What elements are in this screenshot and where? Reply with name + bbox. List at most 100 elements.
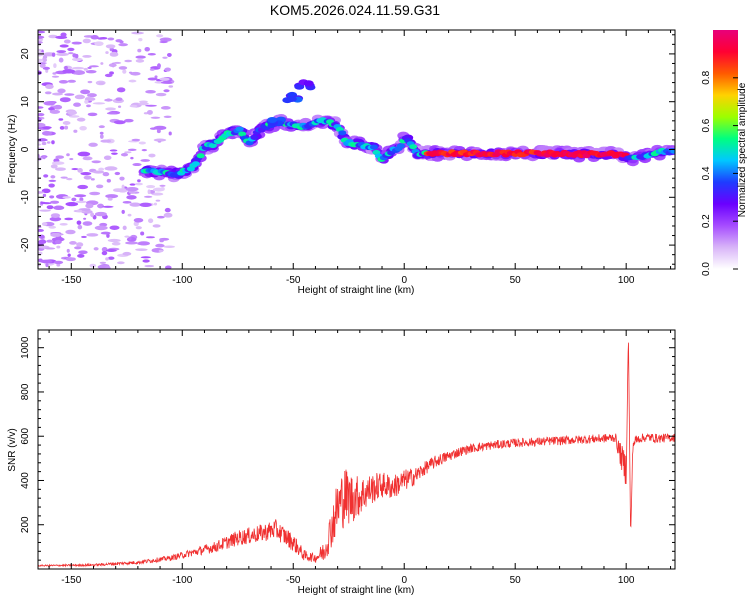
spectrogram-feature-blob <box>286 95 297 102</box>
spectrogram-noise-blob <box>79 197 84 202</box>
spectrogram-noise-blob <box>44 91 52 95</box>
spectrogram-noise-blob <box>121 209 125 214</box>
spectrogram-noise-blob <box>122 201 132 204</box>
spectrogram-noise-blob <box>59 97 71 103</box>
spectrogram-noise-blob <box>53 260 64 265</box>
spectrogram-noise-blob <box>66 153 70 157</box>
spectrogram-noise-blob <box>78 250 88 255</box>
spectrogram-noise-blob <box>38 228 44 232</box>
spectrogram-noise-blob <box>115 97 123 102</box>
spectrogram-ridge-blob <box>409 144 418 150</box>
spectrogram-noise-blob <box>165 265 172 269</box>
spectrogram-noise-blob <box>41 222 48 226</box>
spectrogram-noise-blob <box>41 202 52 205</box>
spectrogram-noise-blob <box>131 138 141 142</box>
spectrogram-noise-blob <box>156 129 161 134</box>
spectrogram-noise-blob <box>149 68 155 71</box>
spectrogram-noise-blob <box>82 156 93 161</box>
spectrogram-noise-blob <box>111 152 118 155</box>
spectrogram-noise-blob <box>80 89 91 95</box>
spectrogram-noise-blob <box>98 167 105 172</box>
spectrogram-noise-blob <box>102 171 110 177</box>
spectrogram-noise-blob <box>92 102 106 105</box>
x-tick-label: 0 <box>401 575 407 586</box>
spectrogram-noise-blob <box>38 41 43 44</box>
spectrogram-noise-blob <box>146 109 153 115</box>
spectrogram-noise-blob <box>41 130 53 136</box>
spectrogram-noise-blob <box>74 94 85 100</box>
spectrogram-ridge-blob <box>238 131 247 137</box>
spectrogram-noise-blob <box>156 215 165 219</box>
y-tick-label: 0 <box>20 146 31 152</box>
y-tick-label: 1000 <box>20 336 31 359</box>
spectrogram-noise-blob <box>163 115 172 119</box>
spectrogram-noise-blob <box>116 87 126 93</box>
x-tick-label: -100 <box>172 275 192 286</box>
spectrogram-noise-blob <box>118 105 122 108</box>
spectrogram-noise-blob <box>62 69 76 74</box>
spectrogram-ridge-blob <box>191 161 200 167</box>
colorbar-ticks: 0.0 0.2 0.4 0.6 0.8 <box>701 70 738 276</box>
spectrogram-noise-blob <box>113 120 126 125</box>
spectrogram-noise-blob <box>63 39 71 44</box>
spectrogram-ridge-blob <box>396 143 405 149</box>
y-tick-label: 20 <box>20 48 31 60</box>
spectrogram-noise-blob <box>141 149 148 152</box>
spectrogram-feature-blob <box>267 117 278 124</box>
spectrogram-ridge-blob <box>245 140 254 146</box>
spectrogram-ridge-blob <box>250 134 259 140</box>
spectrogram-noise-blob <box>127 148 137 152</box>
spectrogram-noise-blob <box>60 32 67 37</box>
spectrogram-noise-blob <box>127 213 132 217</box>
spectrogram-noise-blob <box>159 77 170 81</box>
spectrogram-noise-blob <box>106 233 110 238</box>
spectrogram-noise-blob <box>98 82 105 85</box>
spectrogram-noise-blob <box>59 222 68 226</box>
spectrogram-noise-blob <box>48 225 57 229</box>
spectrogram-noise-blob <box>60 176 68 179</box>
spectrogram-noise-blob <box>45 84 54 90</box>
spectrogram-noise-blob <box>107 37 115 41</box>
spectrogram-noise-blob <box>128 236 132 241</box>
spectrogram-noise-blob <box>55 155 65 159</box>
spectrogram-noise-blob <box>38 113 45 117</box>
x-tick-label: -150 <box>61 575 81 586</box>
spectrogram-noise-blob <box>92 170 105 174</box>
spectrogram-feature-blob <box>303 80 314 87</box>
spectrogram-noise-blob <box>124 151 132 154</box>
spectrogram-ridge-blob <box>235 126 244 132</box>
spectrogram-noise-blob <box>124 59 133 63</box>
y-tick-label: 400 <box>20 472 31 489</box>
spectrogram-y-axis-label: Frequency (Hz) <box>7 115 18 184</box>
spectrogram-noise-blob <box>163 89 170 93</box>
spectrogram-noise-blob <box>94 41 104 47</box>
spectrogram-noise-blob <box>58 57 64 63</box>
spectrogram-noise-blob <box>67 253 71 257</box>
spectrogram-noise-blob <box>94 211 107 217</box>
colorbar: 0.0 0.2 0.4 0.6 0.8 Normalized spectral ampl… <box>701 30 748 276</box>
spectrogram-noise-blob <box>145 236 156 239</box>
spectrogram-noise-blob <box>107 238 121 243</box>
spectrogram-x-axis-label: Height of straight line (km) <box>298 285 415 296</box>
spectrogram-noise-blob <box>144 46 150 52</box>
spectrogram-noise-blob <box>147 53 156 56</box>
spectrogram-noise-blob <box>76 117 86 122</box>
spectrogram-noise-blob <box>121 184 125 190</box>
spectrogram-noise-blob <box>45 263 49 268</box>
spectrogram-noise-blob <box>50 200 60 204</box>
y-tick-label: 800 <box>20 383 31 400</box>
spectrogram-noise-blob <box>116 261 125 265</box>
spectrogram-noise-blob <box>94 225 108 231</box>
spectrogram-noise-blob <box>105 257 109 261</box>
spectrogram-feature-blob <box>294 83 305 90</box>
spectrogram-noise-blob <box>53 63 57 68</box>
spectrogram-noise-blob <box>83 67 88 71</box>
y-tick-label: 200 <box>20 516 31 533</box>
spectrogram-noise-blob <box>38 58 44 62</box>
spectrogram-noise-blob <box>52 72 57 75</box>
spectrogram-noise-blob <box>44 247 56 250</box>
spectrogram-noise-blob <box>119 40 124 44</box>
spectrogram-noise-blob <box>82 38 91 44</box>
spectrogram-noise-blob <box>76 220 82 225</box>
